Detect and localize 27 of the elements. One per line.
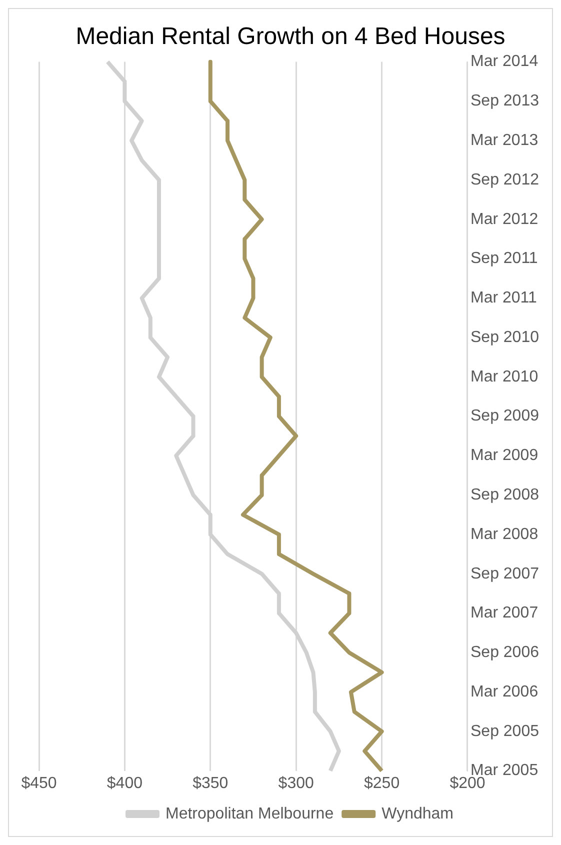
y-tick-label: Sep 2013 [470,92,540,110]
x-tick-label: $200 [450,774,486,792]
legend-label: Metropolitan Melbourne [166,805,334,822]
x-tick-label: $250 [364,774,400,792]
y-tick-label: Mar 2006 [470,683,538,700]
x-tick-label: $400 [106,774,143,792]
y-tick-label: Sep 2005 [470,722,540,740]
y-tick-label: Mar 2011 [470,290,537,307]
x-tick-label: $350 [192,774,228,792]
x-tick-label: $300 [278,774,314,792]
y-tick-label: Mar 2008 [470,526,538,543]
y-tick-label: Sep 2007 [470,565,540,582]
y-tick-label: Sep 2010 [470,328,540,346]
y-tick-label: Mar 2012 [470,210,538,228]
y-tick-label: Mar 2007 [470,604,538,622]
legend-label: Wyndham [382,805,454,822]
y-tick-label: Sep 2012 [470,171,540,188]
y-tick-label: Sep 2009 [470,408,540,425]
y-tick-label: Mar 2013 [470,132,538,149]
y-tick-label: Mar 2009 [470,447,538,464]
x-tick-label: $450 [21,774,57,792]
y-tick-label: Mar 2010 [470,368,538,386]
chart-title: Median Rental Growth on 4 Bed Houses [76,23,506,50]
y-tick-label: Sep 2011 [470,250,538,268]
y-tick-label: Mar 2014 [470,53,538,70]
y-tick-label: Sep 2006 [470,644,540,662]
y-tick-label: Sep 2008 [470,486,540,504]
